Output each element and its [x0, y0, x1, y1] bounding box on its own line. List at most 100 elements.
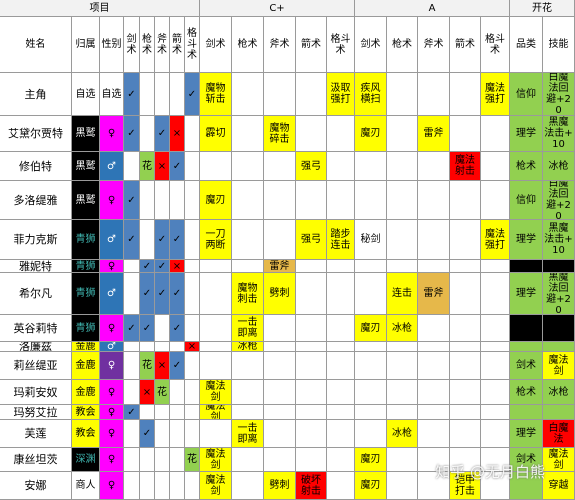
table-cell	[170, 380, 185, 405]
table-cell	[185, 405, 200, 420]
table-cell: ♀	[100, 260, 124, 273]
table-cell	[200, 420, 232, 448]
table-cell	[481, 273, 510, 315]
table-cell	[355, 273, 387, 315]
column-header: 斧术	[418, 17, 450, 73]
table-cell	[200, 273, 232, 315]
table-cell	[264, 73, 296, 116]
table-cell	[387, 181, 418, 220]
table-cell	[124, 448, 140, 472]
table-cell	[418, 342, 450, 352]
table-cell: 强弓	[296, 220, 327, 260]
table-cell: ✓	[124, 116, 140, 152]
table-cell: ✓	[155, 116, 170, 152]
column-header: 枪术	[140, 17, 155, 73]
table-cell: ✓	[140, 420, 155, 448]
table-cell	[296, 380, 327, 405]
table-cell	[418, 220, 450, 260]
table-cell: 魔刃	[355, 472, 387, 500]
table-cell: ✓	[124, 220, 140, 260]
table-cell	[481, 181, 510, 220]
name-cell: 雅妮特	[0, 260, 72, 273]
table-cell: 冰枪	[387, 315, 418, 342]
table-cell: 劈刺	[264, 472, 296, 500]
table-cell: ♂	[100, 152, 124, 181]
table-cell: ♀	[100, 380, 124, 405]
table-cell	[140, 405, 155, 420]
name-cell: 莉丝缇亚	[0, 352, 72, 380]
table-cell	[418, 260, 450, 273]
table-cell: ♀	[100, 420, 124, 448]
table-cell: 深渊	[72, 448, 100, 472]
table-cell: 青狮	[72, 260, 100, 273]
table-cell: 花	[140, 152, 155, 181]
table-cell	[296, 448, 327, 472]
table-cell: 白魔法回避+20	[543, 73, 575, 116]
table-cell	[543, 315, 575, 342]
table-cell	[232, 380, 264, 405]
table-cell: ✓	[170, 352, 185, 380]
table-cell	[450, 315, 481, 342]
table-cell: ✓	[140, 260, 155, 273]
table-cell: ×	[185, 342, 200, 352]
table-cell	[124, 380, 140, 405]
table-cell: 魔法剑	[543, 448, 575, 472]
table-cell	[170, 472, 185, 500]
table-cell: 穿越	[543, 472, 575, 500]
table-cell	[296, 273, 327, 315]
group-header: 开花	[510, 0, 575, 17]
table-cell	[264, 152, 296, 181]
column-header: 性别	[100, 17, 124, 73]
table-cell: 魔刃	[200, 181, 232, 220]
table-cell	[327, 352, 355, 380]
name-cell: 洛廉兹	[0, 342, 72, 352]
table-cell: 一击即离	[232, 315, 264, 342]
table-cell	[185, 352, 200, 380]
table-cell: 冰枪	[387, 420, 418, 448]
column-header: 姓名	[0, 17, 72, 73]
table-cell	[185, 220, 200, 260]
column-header: 箭术	[450, 17, 481, 73]
table-cell	[450, 405, 481, 420]
table-cell: 汲取强打	[327, 73, 355, 116]
table-cell	[296, 315, 327, 342]
table-cell	[481, 342, 510, 352]
table-cell	[200, 352, 232, 380]
table-cell: 黑魔法回避+20	[543, 273, 575, 315]
table-cell	[264, 220, 296, 260]
table-cell: 魔刃	[355, 448, 387, 472]
table-cell: ✓	[124, 73, 140, 116]
table-cell	[387, 116, 418, 152]
table-cell	[185, 315, 200, 342]
table-cell	[232, 152, 264, 181]
table-cell	[170, 420, 185, 448]
table-cell	[355, 342, 387, 352]
table-cell: ♀	[100, 352, 124, 380]
table-cell	[296, 405, 327, 420]
table-cell: ✓	[185, 73, 200, 116]
table-cell	[170, 73, 185, 116]
table-cell	[155, 342, 170, 352]
table-cell	[296, 352, 327, 380]
table-cell	[185, 420, 200, 448]
table-cell: 理学	[510, 220, 543, 260]
table-cell	[327, 448, 355, 472]
table-cell: 魔物刺击	[232, 273, 264, 315]
table-cell: 魔法射击	[450, 152, 481, 181]
table-cell: 铠甲打击	[450, 472, 481, 500]
table-cell	[264, 448, 296, 472]
table-cell	[387, 472, 418, 500]
table-cell	[355, 260, 387, 273]
table-cell	[481, 352, 510, 380]
table-cell	[355, 152, 387, 181]
table-cell: ×	[170, 260, 185, 273]
column-header: 品类	[510, 17, 543, 73]
table-cell: 魔刃	[355, 315, 387, 342]
name-cell: 希尔凡	[0, 273, 72, 315]
table-cell	[232, 472, 264, 500]
table-cell	[418, 181, 450, 220]
name-cell: 多洛缇雅	[0, 181, 72, 220]
table-cell: 理学	[510, 116, 543, 152]
watermark: 知乎 @无月白熊	[435, 463, 545, 481]
